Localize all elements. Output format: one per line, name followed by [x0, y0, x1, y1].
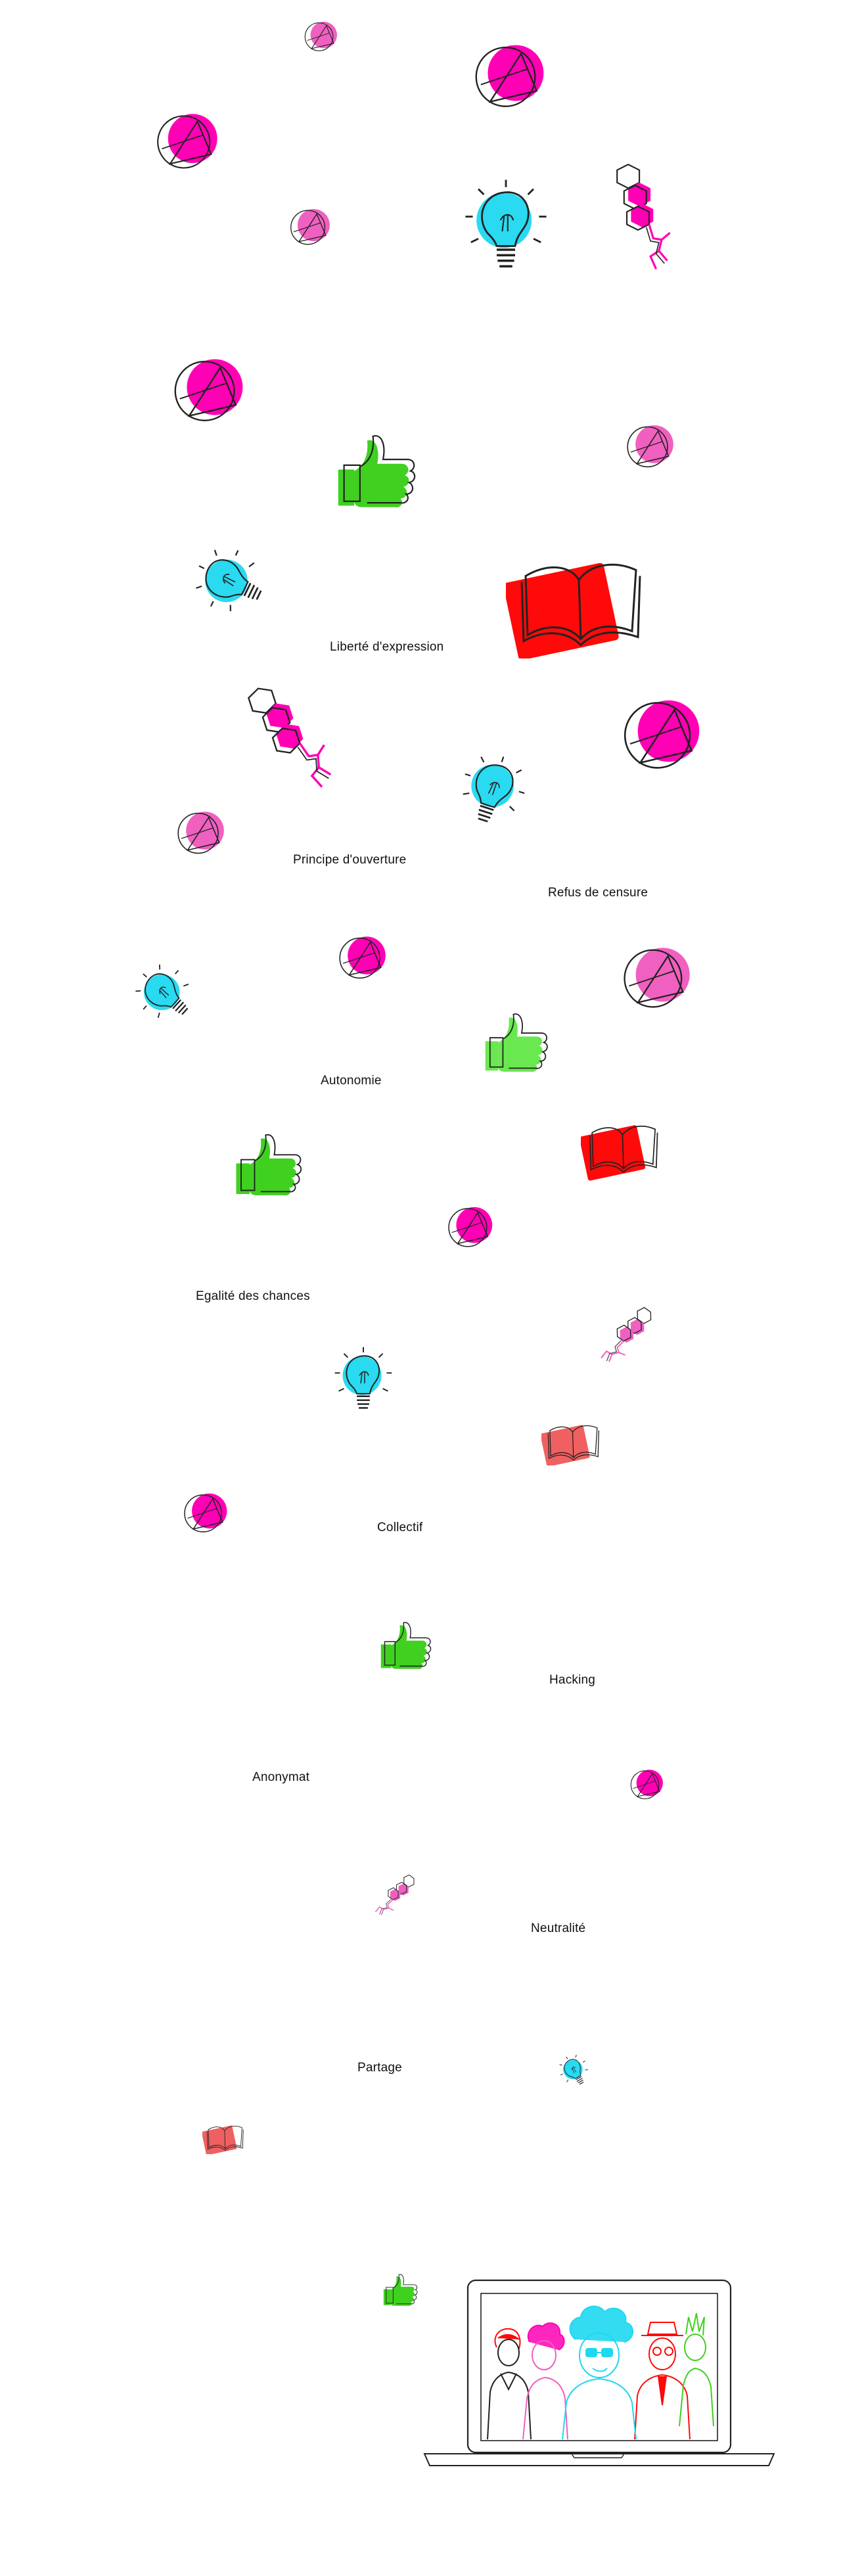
- thumbs-up-icon: [480, 1012, 552, 1076]
- molecule-icon: [603, 163, 673, 275]
- lightbulb-icon: [442, 743, 538, 853]
- lightbulb-icon: [329, 1345, 398, 1429]
- label-autonomie: Autonomie: [321, 1074, 382, 1088]
- geometric-circle-triangle-icon: [183, 1489, 231, 1538]
- laptop-with-people-icon: [423, 2279, 775, 2466]
- geometric-circle-triangle-icon: [447, 1203, 497, 1253]
- geometric-circle-triangle-icon: [622, 941, 696, 1016]
- thumbs-up-icon: [332, 432, 419, 514]
- open-book-icon: [541, 1417, 601, 1465]
- thumbs-up-icon: [231, 1129, 305, 1204]
- geometric-circle-triangle-icon: [629, 1766, 666, 1803]
- label-hacking: Hacking: [549, 1673, 596, 1687]
- geometric-circle-triangle-icon: [338, 932, 390, 984]
- label-anonymat: Anonymat: [252, 1770, 310, 1784]
- geometric-circle-triangle-icon: [304, 18, 340, 55]
- label-neutralite: Neutralité: [531, 1921, 586, 1935]
- label-principe-ouverture: Principe d'ouverture: [293, 853, 407, 867]
- geometric-circle-triangle-icon: [155, 108, 223, 176]
- molecule-icon: [217, 668, 355, 815]
- geometric-circle-triangle-icon: [622, 693, 707, 778]
- open-book-icon: [581, 1112, 660, 1182]
- molecule-icon: [358, 1859, 428, 1929]
- geometric-circle-triangle-icon: [473, 38, 551, 116]
- lightbulb-icon: [460, 176, 552, 296]
- thumbs-up-icon: [377, 1619, 434, 1674]
- label-egalite-chances: Egalité des chances: [196, 1289, 310, 1303]
- open-book-icon: [506, 543, 644, 658]
- people-group: [487, 2305, 714, 2440]
- open-book-icon: [202, 2120, 244, 2154]
- geometric-circle-triangle-icon: [176, 807, 229, 860]
- label-liberte-expression: Liberté d'expression: [330, 640, 444, 654]
- geometric-circle-triangle-icon: [172, 352, 250, 430]
- lightbulb-icon: [176, 523, 299, 646]
- label-refus-censure: Refus de censure: [548, 886, 648, 900]
- geometric-circle-triangle-icon: [289, 205, 334, 250]
- geometric-circle-triangle-icon: [625, 421, 678, 473]
- molecule-icon: [576, 1286, 670, 1380]
- label-collectif: Collectif: [377, 1521, 423, 1534]
- label-partage: Partage: [357, 2061, 402, 2075]
- lightbulb-icon: [551, 2048, 601, 2100]
- lightbulb-icon: [118, 946, 223, 1050]
